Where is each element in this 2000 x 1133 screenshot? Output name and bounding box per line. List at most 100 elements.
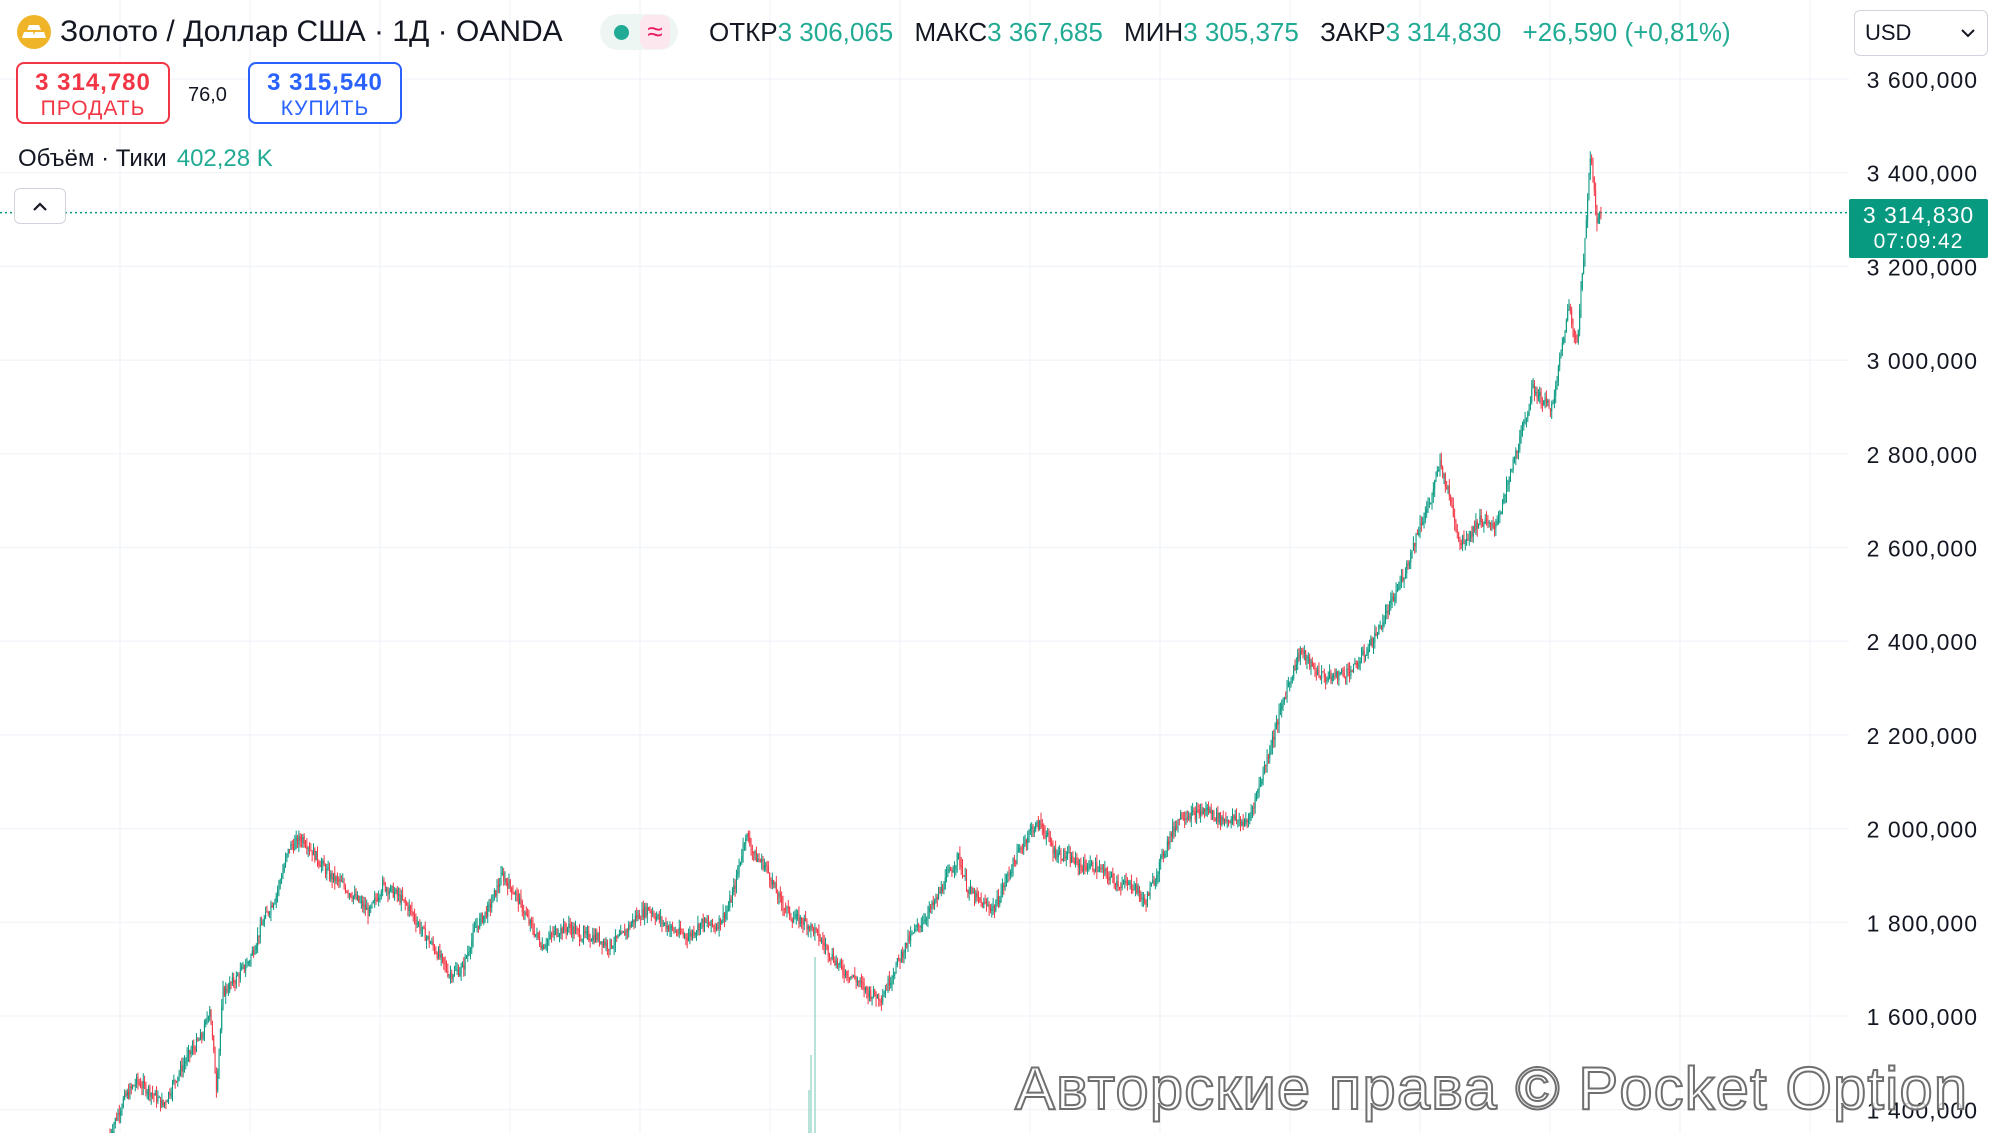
candle[interactable]	[743, 842, 745, 851]
candle[interactable]	[1085, 859, 1087, 872]
candle[interactable]	[1475, 513, 1477, 536]
candle[interactable]	[851, 974, 853, 979]
candle[interactable]	[1137, 883, 1139, 897]
candle[interactable]	[1100, 864, 1102, 873]
candle[interactable]	[702, 913, 704, 933]
candle[interactable]	[935, 893, 937, 904]
candle[interactable]	[370, 904, 372, 914]
candle[interactable]	[1492, 516, 1494, 530]
candle[interactable]	[1043, 823, 1045, 840]
candle[interactable]	[360, 895, 362, 909]
candle[interactable]	[1196, 801, 1198, 825]
candle[interactable]	[657, 913, 659, 920]
candle[interactable]	[1412, 536, 1414, 552]
candle[interactable]	[1447, 484, 1449, 494]
candle[interactable]	[1258, 777, 1260, 798]
candle[interactable]	[1557, 364, 1559, 387]
candle[interactable]	[1088, 860, 1090, 872]
candle[interactable]	[311, 850, 313, 862]
candle[interactable]	[197, 1037, 199, 1042]
candle[interactable]	[1087, 863, 1089, 875]
candle[interactable]	[1267, 753, 1269, 764]
candle[interactable]	[717, 921, 719, 931]
candle[interactable]	[1480, 509, 1482, 528]
candle[interactable]	[1495, 518, 1497, 536]
candle[interactable]	[700, 922, 702, 935]
candle[interactable]	[520, 889, 522, 908]
candle[interactable]	[988, 901, 990, 916]
candle[interactable]	[1322, 670, 1324, 673]
candle[interactable]	[1476, 519, 1478, 537]
candle[interactable]	[245, 958, 247, 978]
candle[interactable]	[1121, 876, 1123, 891]
candle[interactable]	[1341, 668, 1343, 675]
candle[interactable]	[625, 928, 627, 940]
candle[interactable]	[1519, 429, 1521, 453]
candle[interactable]	[1529, 396, 1531, 411]
candle[interactable]	[293, 838, 295, 854]
candle[interactable]	[1205, 801, 1207, 817]
candle[interactable]	[129, 1082, 131, 1100]
candle[interactable]	[1392, 592, 1394, 602]
candle[interactable]	[1274, 722, 1276, 748]
candle[interactable]	[842, 959, 844, 979]
candle[interactable]	[847, 969, 849, 984]
candle[interactable]	[178, 1069, 180, 1082]
candle[interactable]	[406, 900, 408, 906]
candle[interactable]	[956, 851, 958, 873]
candle[interactable]	[305, 840, 307, 849]
candle[interactable]	[907, 929, 909, 953]
candle[interactable]	[886, 983, 888, 991]
candle[interactable]	[1523, 419, 1525, 431]
collapse-legend-button[interactable]	[14, 188, 66, 224]
candle[interactable]	[1343, 666, 1345, 679]
candle[interactable]	[499, 877, 501, 894]
candle[interactable]	[112, 1123, 114, 1133]
candle[interactable]	[1595, 182, 1597, 216]
candle[interactable]	[290, 841, 292, 851]
candle[interactable]	[237, 972, 239, 977]
candle[interactable]	[275, 892, 277, 909]
candle[interactable]	[1217, 806, 1219, 829]
candle[interactable]	[323, 855, 325, 867]
candle[interactable]	[1456, 523, 1458, 539]
candle[interactable]	[898, 954, 900, 962]
candle[interactable]	[645, 902, 647, 919]
candle[interactable]	[1351, 669, 1353, 673]
candle[interactable]	[1169, 831, 1171, 850]
candle[interactable]	[326, 863, 328, 881]
candle[interactable]	[1362, 646, 1364, 656]
candle[interactable]	[1520, 425, 1522, 444]
candle[interactable]	[1075, 851, 1077, 868]
candle[interactable]	[206, 1011, 208, 1025]
candle[interactable]	[1180, 809, 1182, 821]
candle[interactable]	[125, 1090, 127, 1098]
candle[interactable]	[412, 911, 414, 922]
candle[interactable]	[612, 945, 614, 950]
candle[interactable]	[1293, 665, 1295, 681]
candle[interactable]	[557, 928, 559, 938]
candle[interactable]	[817, 928, 819, 936]
candle[interactable]	[1404, 567, 1406, 579]
candle[interactable]	[408, 899, 410, 918]
candle[interactable]	[875, 991, 877, 1007]
candle[interactable]	[1224, 818, 1226, 827]
candle[interactable]	[805, 911, 807, 922]
candle[interactable]	[1035, 821, 1037, 833]
candle[interactable]	[1330, 669, 1332, 685]
candle[interactable]	[984, 894, 986, 905]
candle[interactable]	[173, 1074, 175, 1085]
candle[interactable]	[282, 863, 284, 880]
candle[interactable]	[242, 961, 244, 970]
candle[interactable]	[1556, 376, 1558, 390]
candle[interactable]	[328, 862, 330, 882]
candle[interactable]	[219, 1028, 221, 1056]
candle[interactable]	[1033, 826, 1035, 837]
candle[interactable]	[1265, 764, 1267, 773]
candle[interactable]	[434, 944, 436, 955]
candle[interactable]	[1354, 657, 1356, 665]
candle[interactable]	[722, 904, 724, 924]
candle[interactable]	[848, 977, 850, 983]
candle[interactable]	[608, 948, 610, 958]
candle[interactable]	[878, 993, 880, 1007]
